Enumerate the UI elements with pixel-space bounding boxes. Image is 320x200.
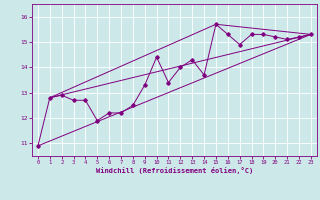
X-axis label: Windchill (Refroidissement éolien,°C): Windchill (Refroidissement éolien,°C) <box>96 167 253 174</box>
